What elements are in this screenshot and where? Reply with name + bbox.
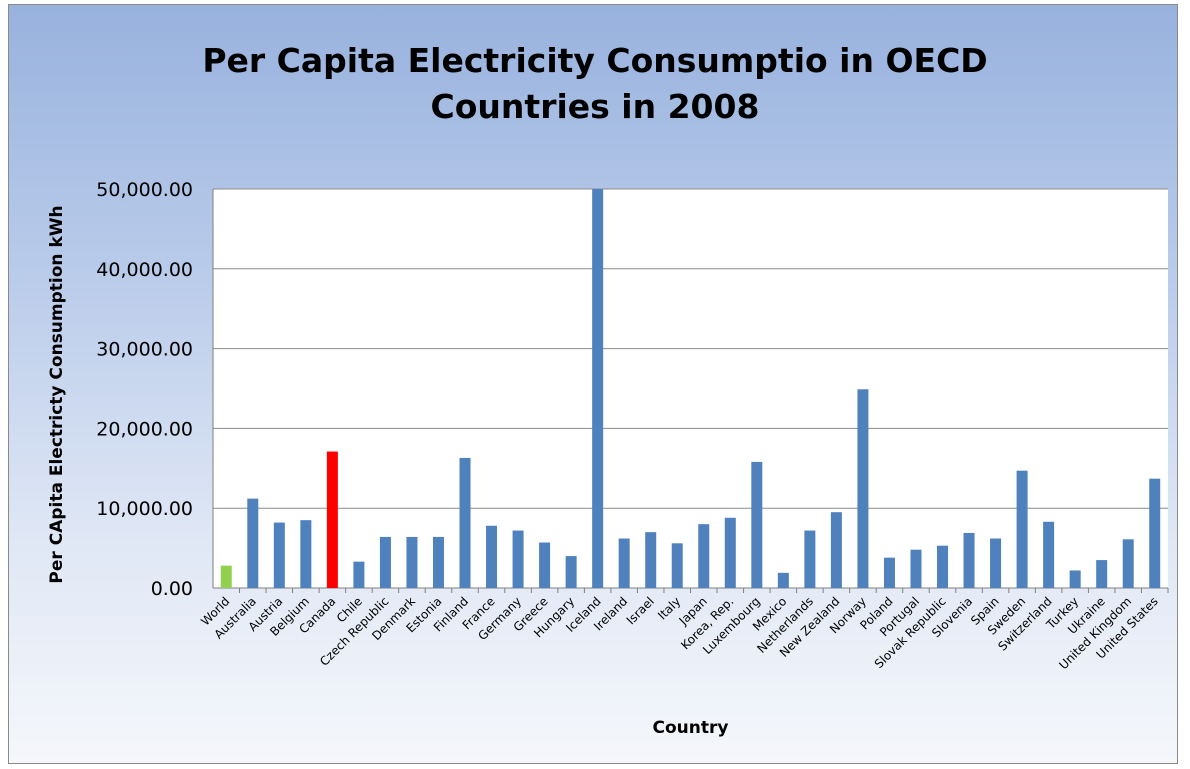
bar bbox=[937, 545, 949, 588]
bar bbox=[432, 536, 444, 588]
plot-area-background bbox=[213, 189, 1168, 588]
bar bbox=[379, 536, 391, 588]
bar bbox=[300, 520, 312, 588]
bar bbox=[857, 389, 869, 588]
gridlines bbox=[212, 188, 1169, 593]
y-tick-label: 10,000.00 bbox=[96, 498, 193, 520]
x-tick-label: Israel bbox=[624, 594, 657, 627]
x-axis-tick-labels: WorldAustraliaAustriaBelgiumCanadaChileC… bbox=[198, 594, 1161, 672]
bar bbox=[1069, 570, 1081, 588]
bar bbox=[353, 561, 365, 588]
bar bbox=[645, 532, 657, 588]
bar bbox=[751, 461, 763, 588]
bar bbox=[1149, 478, 1161, 588]
bar bbox=[883, 557, 895, 588]
chart-title: Per Capita Electricity Consumptio in OEC… bbox=[202, 41, 988, 126]
bar bbox=[539, 542, 551, 588]
plot-area bbox=[213, 189, 1168, 588]
bar bbox=[671, 543, 683, 588]
bar bbox=[1122, 539, 1134, 588]
x-axis-title: Country bbox=[653, 718, 729, 738]
bar bbox=[698, 524, 710, 588]
bar bbox=[220, 565, 232, 588]
y-tick-label: 40,000.00 bbox=[96, 259, 193, 281]
bar bbox=[486, 525, 498, 588]
bar bbox=[459, 457, 471, 588]
bar bbox=[247, 498, 259, 588]
bar bbox=[618, 538, 630, 588]
y-axis-title: Per CApita Electricty Consumption kWh bbox=[47, 205, 67, 583]
y-tick-label: 50,000.00 bbox=[96, 179, 193, 201]
y-tick-label: 0.00 bbox=[151, 578, 193, 600]
bar bbox=[777, 572, 789, 588]
bar bbox=[1016, 470, 1028, 588]
bar bbox=[963, 532, 975, 588]
y-tick-label: 20,000.00 bbox=[96, 418, 193, 440]
bar bbox=[512, 530, 524, 588]
bar bbox=[830, 512, 842, 588]
bar bbox=[592, 189, 604, 588]
bar bbox=[326, 451, 338, 588]
bar bbox=[273, 522, 285, 588]
bar bbox=[910, 549, 922, 588]
bar bbox=[1043, 521, 1055, 588]
bar bbox=[565, 556, 577, 588]
bar bbox=[1096, 560, 1108, 588]
bar bbox=[804, 530, 816, 588]
bar bbox=[724, 517, 736, 588]
bars bbox=[220, 189, 1161, 588]
y-tick-label: 30,000.00 bbox=[96, 339, 193, 361]
bar bbox=[406, 536, 418, 588]
y-axis-tick-labels: 0.00 10,000.00 20,000.00 30,000.00 40,000.00… bbox=[96, 179, 193, 600]
bar bbox=[990, 538, 1002, 588]
